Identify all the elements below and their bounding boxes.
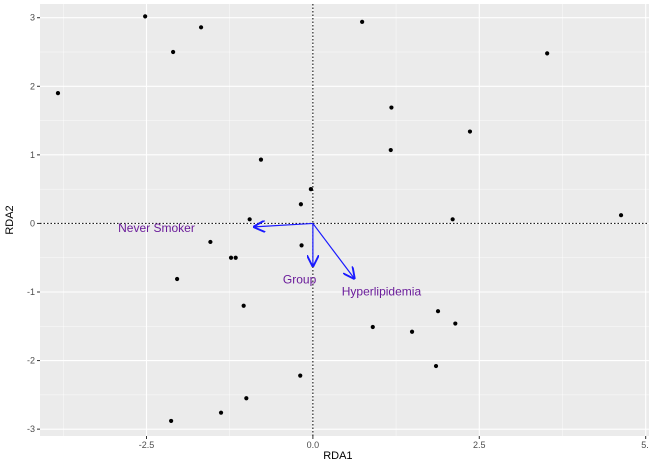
data-point: [388, 147, 393, 153]
data-point: [247, 217, 252, 222]
data-point: [218, 410, 224, 415]
data-point: [435, 309, 441, 314]
data-point: [233, 255, 238, 260]
data-point: [241, 303, 246, 308]
y-tick-label: -2: [27, 356, 35, 366]
data-point: [169, 418, 174, 424]
data-point: [198, 25, 204, 30]
biplot-arrow-label: Hyperlipidemia: [342, 284, 422, 298]
biplot-arrow-label: Never Smoker: [118, 221, 195, 235]
y-axis-title: RDA2: [4, 205, 16, 234]
y-tick-label: 1: [30, 150, 35, 160]
data-point: [208, 239, 213, 245]
data-point: [389, 105, 394, 110]
biplot-arrow: [254, 223, 313, 226]
data-point: [298, 202, 304, 207]
biplot-arrow-label: Group: [283, 273, 317, 287]
data-point: [171, 49, 176, 55]
data-point: [360, 19, 365, 24]
data-point: [175, 276, 180, 282]
x-tick-label: 5.: [641, 440, 649, 450]
data-point: [244, 396, 249, 401]
x-tick-label: -2.5: [139, 440, 155, 450]
y-tick-label: -3: [27, 424, 35, 434]
biplot-arrow: [312, 223, 354, 278]
data-point: [450, 217, 455, 222]
data-point: [298, 373, 303, 378]
y-tick-label: 2: [30, 81, 35, 91]
x-tick-label: 2.5: [473, 440, 486, 450]
data-point: [370, 324, 375, 330]
y-tick-label: -1: [27, 287, 35, 297]
y-tick-label: 0: [30, 218, 35, 228]
data-point: [308, 187, 313, 192]
plot-panel: [40, 4, 649, 436]
data-point: [433, 363, 439, 369]
data-point: [143, 14, 148, 19]
y-tick-label: 3: [30, 13, 35, 23]
data-point: [453, 321, 458, 326]
data-point: [467, 129, 473, 134]
data-point: [228, 255, 234, 260]
x-tick-label: 0.0: [307, 440, 320, 450]
data-point: [618, 213, 624, 218]
data-point: [409, 329, 415, 334]
x-axis-title: RDA1: [323, 450, 352, 461]
data-point: [55, 91, 61, 96]
data-point: [299, 243, 304, 248]
data-point: [545, 51, 550, 56]
data-point: [258, 157, 264, 162]
